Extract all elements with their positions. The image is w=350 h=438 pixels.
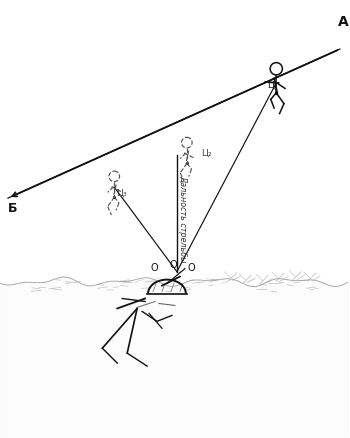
Text: Б: Б: [8, 201, 18, 215]
Text: Ц₂: Ц₂: [201, 149, 211, 158]
Text: Ц₁: Ц₁: [267, 80, 278, 89]
Text: О: О: [150, 263, 158, 273]
Text: А: А: [338, 15, 349, 29]
Text: Ц₃: Ц₃: [116, 189, 127, 198]
Text: Дальность стрельбы: Дальность стрельбы: [178, 175, 187, 262]
Text: О: О: [169, 260, 177, 270]
Text: О: О: [188, 263, 196, 273]
